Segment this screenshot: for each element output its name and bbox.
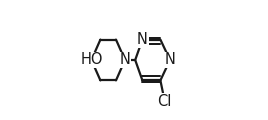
Text: Cl: Cl xyxy=(157,94,171,109)
Text: N: N xyxy=(137,32,148,47)
Text: HO: HO xyxy=(81,53,103,67)
Text: N: N xyxy=(165,53,176,67)
Text: N: N xyxy=(120,53,131,67)
